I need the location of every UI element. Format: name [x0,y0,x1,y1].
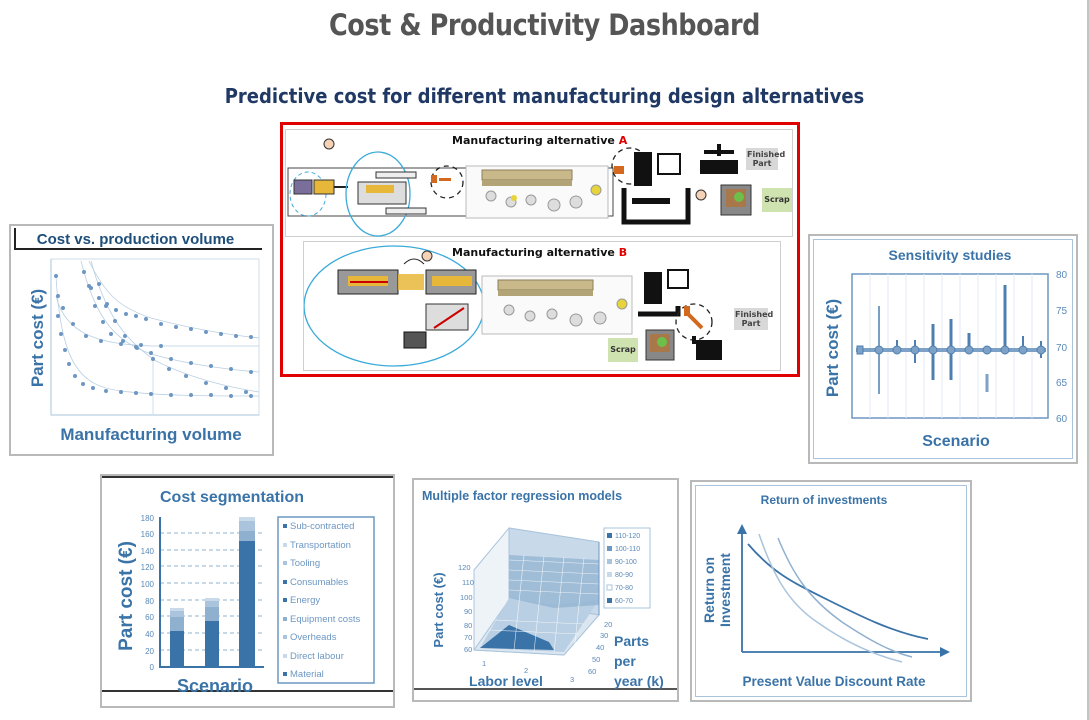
regression-zlabel-line1: Parts [614,633,649,649]
alternative-b-panel: Manufacturing alternative B [303,241,781,371]
cost-vs-volume-xlabel: Manufacturing volume [60,425,241,444]
svg-text:180: 180 [141,514,155,523]
roi-xlabel: Present Value Discount Rate [742,674,926,689]
svg-text:3: 3 [570,675,574,684]
page-edge [1087,0,1089,720]
svg-text:60: 60 [588,667,596,676]
svg-text:60-70: 60-70 [615,598,633,605]
svg-text:90: 90 [464,607,472,616]
cost-segmentation-chart: Cost segmentation 180 160 140 120 100 80… [116,489,375,696]
alternative-b-finished-part-label: Finished Part [734,308,774,330]
regression-zlabel-line3: year (k) [614,673,664,689]
roi-ylabel-line2: Investment [717,553,733,627]
alternative-b-title: Manufacturing alternative B [452,246,628,259]
svg-text:75: 75 [1056,306,1068,317]
roi-chart: Return of investments Return on Investme… [701,493,950,689]
svg-text:50: 50 [592,655,600,664]
svg-text:1: 1 [482,659,486,668]
svg-text:100: 100 [141,580,155,589]
svg-text:0: 0 [150,663,155,672]
sensitivity-panel[interactable]: Sensitivity studies 80 75 70 65 60 [808,234,1078,464]
svg-text:110-120: 110-120 [615,533,640,540]
roi-ylabel-line1: Return on [701,557,717,623]
regression-chart: Multiple factor regression models 120 11… [422,489,664,689]
cost-segmentation-panel[interactable]: Cost segmentation 180 160 140 120 100 80… [100,474,395,708]
svg-text:60: 60 [1056,414,1068,425]
svg-text:100-110: 100-110 [615,546,640,553]
svg-text:Energy: Energy [290,595,320,606]
alternative-b-process-flow [304,245,722,367]
svg-text:70-80: 70-80 [615,585,633,592]
cost-vs-volume-panel[interactable]: Cost vs. production volume Part cost (€)… [9,224,274,456]
svg-text:Direct labour: Direct labour [290,651,344,662]
svg-text:80: 80 [145,597,154,606]
svg-text:30: 30 [600,631,608,640]
svg-text:65: 65 [1056,378,1068,389]
cost-segmentation-ylabel: Part cost (€) [116,541,137,651]
svg-text:Equipment costs: Equipment costs [290,614,360,625]
sensitivity-chart: Sensitivity studies 80 75 70 65 60 [823,247,1068,450]
svg-text:120: 120 [141,563,155,572]
roi-title: Return of investments [761,493,888,507]
svg-text:20: 20 [604,620,612,629]
svg-text:40: 40 [145,630,154,639]
regression-zlabel-line2: per [614,653,636,669]
alternative-b-letter: B [618,246,628,259]
manufacturing-alternatives-diagram[interactable]: Manufacturing alternative A [280,122,800,377]
sensitivity-title: Sensitivity studies [889,247,1012,263]
svg-text:80: 80 [1056,270,1068,281]
svg-text:70: 70 [1056,343,1068,354]
regression-ylabel: Part cost (€) [431,572,446,647]
svg-text:100: 100 [460,593,473,602]
alternative-a-title: Manufacturing alternative A [452,134,628,147]
cost-vs-volume-title: Cost vs. production volume [36,231,235,248]
svg-text:110: 110 [462,578,474,587]
roi-panel[interactable]: Return of investments Return on Investme… [690,480,972,702]
svg-text:40: 40 [596,643,604,652]
alternative-a-process-flow [287,138,752,237]
alternative-a-letter: A [618,134,628,147]
svg-text:20: 20 [145,647,154,656]
svg-text:80: 80 [464,621,472,630]
page-title: Cost & Productivity Dashboard [328,8,760,42]
cost-segmentation-xlabel: Scenario [177,676,253,696]
svg-text:60: 60 [464,645,472,654]
alternative-a-scrap-label: Scrap [762,188,792,212]
svg-text:60: 60 [145,613,154,622]
svg-text:Material: Material [290,669,324,680]
svg-text:140: 140 [141,547,155,556]
svg-text:160: 160 [141,530,155,539]
svg-text:Transportation: Transportation [290,540,351,551]
cost-vs-volume-title-bar [14,228,262,250]
regression-legend [603,527,651,609]
svg-text:120: 120 [458,563,471,572]
svg-text:2: 2 [524,666,528,675]
svg-text:90-100: 90-100 [615,559,637,566]
svg-text:Sub-contracted: Sub-contracted [290,521,354,532]
svg-text:70: 70 [464,633,472,642]
regression-xlabel: Labor level [469,673,543,689]
svg-text:Overheads: Overheads [290,632,337,643]
alternative-b-scrap-label: Scrap [608,338,638,362]
svg-text:Tooling: Tooling [290,558,320,569]
sensitivity-ylabel: Part cost (€) [823,299,842,397]
cost-segmentation-title: Cost segmentation [160,489,304,506]
svg-text:80-90: 80-90 [615,572,633,579]
alternative-a-finished-part-label: Finished Part [746,148,786,170]
regression-title: Multiple factor regression models [422,489,622,503]
page-subtitle: Predictive cost for different manufactur… [224,84,865,108]
svg-text:Consumables: Consumables [290,577,348,588]
sensitivity-xlabel: Scenario [922,433,990,450]
alternative-a-panel: Manufacturing alternative A [285,129,793,237]
cost-segmentation-legend [277,516,375,684]
cost-vs-volume-ylabel: Part cost (€) [28,289,47,387]
regression-panel[interactable]: Multiple factor regression models 120 11… [412,478,679,702]
cost-vs-volume-chart: Part cost (€) Manufacturing volume [28,258,260,444]
